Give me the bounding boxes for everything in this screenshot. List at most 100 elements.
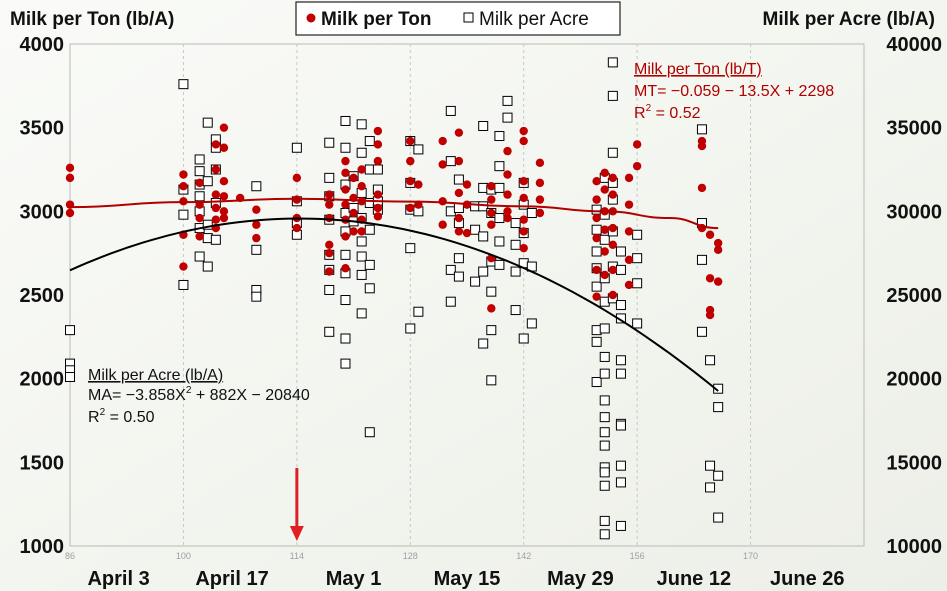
milk-per-acre-point	[615, 264, 626, 275]
milk-per-acre-point	[356, 236, 367, 247]
milk-per-acre-point	[356, 251, 367, 262]
milk-per-acre-point	[453, 271, 464, 282]
milk-per-acre-point	[486, 375, 497, 386]
milk-per-acre-point	[510, 239, 521, 250]
milk-per-ton-point	[503, 190, 512, 199]
acre-r2-sup: 2	[100, 407, 106, 418]
milk-per-acre-point	[210, 234, 221, 245]
ton-r2-letter: R	[634, 105, 646, 122]
milk-per-acre-point	[591, 281, 602, 292]
milk-per-ton-point	[519, 193, 528, 203]
milk-per-acre-point	[510, 305, 521, 316]
y-left-tick-label: 3000	[20, 201, 65, 223]
milk-per-acre-point	[599, 395, 610, 406]
y-left-tick-label: 3500	[20, 118, 65, 140]
milk-per-acre-point	[340, 249, 351, 260]
milk-per-ton-point	[373, 140, 383, 149]
milk-per-acre-point	[194, 191, 205, 202]
milk-per-acre-point	[478, 231, 489, 242]
milk-per-acre-point	[599, 351, 610, 362]
milk-per-acre-point	[324, 284, 335, 295]
right-axis-ticks: 10000 15000 20000 25000 30000 35000 40000	[886, 34, 942, 558]
ton-fit-annotation: Milk per Ton (lb/T) MT= −0.059 − 13.5X +…	[634, 61, 834, 122]
milk-per-acre-point	[324, 137, 335, 148]
milk-per-acre-point	[705, 482, 716, 493]
milk-per-acre-point	[324, 172, 335, 183]
milk-per-acre-point	[494, 213, 505, 224]
x-tick-label: 128	[403, 551, 418, 561]
milk-per-acre-point	[599, 480, 610, 491]
milk-per-acre-point	[510, 218, 521, 229]
milk-per-acre-point	[470, 224, 481, 235]
acre-fit-r2: R2 = 0.50	[88, 407, 155, 426]
milk-per-ton-point	[624, 227, 634, 236]
ton-fit-title: Milk per Ton (lb/T)	[634, 61, 762, 78]
milk-per-ton-point	[608, 240, 618, 249]
milk-per-ton-point	[535, 195, 545, 204]
milk-per-ton-point	[219, 207, 229, 216]
milk-per-acre-point	[251, 244, 262, 255]
milk-per-ton-point	[519, 126, 528, 136]
legend-box	[295, 1, 621, 36]
milk-per-ton-point	[357, 165, 366, 174]
milk-per-acre-point	[364, 224, 375, 235]
milk-per-ton-point	[519, 243, 528, 253]
legend-marker-milk-per-acre	[463, 12, 474, 23]
milk-per-acre-point	[615, 300, 626, 311]
milk-per-acre-point	[599, 440, 610, 451]
milk-per-acre-point	[696, 326, 707, 337]
milk-per-acre-point	[502, 112, 513, 123]
milk-per-ton-point	[252, 220, 261, 229]
acre-fit-annotation: Milk per Acre (lb/A) MA= −3.858X2 + 882X…	[88, 367, 310, 426]
milk-per-acre-point	[713, 512, 724, 523]
milk-per-ton-point	[503, 146, 512, 156]
milk-per-ton-point	[600, 185, 609, 194]
milk-per-acre-point	[178, 79, 189, 90]
milk-per-acre-point	[494, 236, 505, 247]
y-right-tick-label: 25000	[886, 285, 942, 307]
milk-per-acre-point	[494, 182, 505, 193]
milk-per-acre-point	[202, 117, 213, 128]
milk-per-acre-point	[591, 377, 602, 388]
milk-per-acre-point	[340, 295, 351, 306]
milk-per-acre-point	[445, 264, 456, 275]
milk-per-acre-point	[178, 279, 189, 290]
acre-r2-letter: R	[88, 409, 100, 426]
milk-per-ton-point	[341, 264, 350, 273]
y-left-tick-label: 1000	[20, 536, 65, 558]
milk-per-ton-point	[195, 213, 204, 223]
milk-per-ton-point	[624, 173, 634, 183]
milk-per-acre-point	[364, 427, 375, 438]
milk-per-acre-point	[607, 147, 618, 158]
y-right-tick-label: 40000	[886, 34, 942, 56]
milk-per-acre-point	[632, 278, 643, 289]
date-label: April 3	[87, 568, 149, 590]
milk-per-ton-point	[406, 156, 415, 166]
milk-per-ton-point	[211, 165, 221, 174]
milk-per-ton-point	[325, 240, 334, 249]
milk-per-acre-point	[356, 269, 367, 280]
milk-per-acre-point	[615, 460, 626, 471]
milk-per-acre-point	[599, 323, 610, 334]
milk-per-acre-point	[591, 224, 602, 235]
milk-per-acre-point	[632, 229, 643, 240]
milk-per-ton-point	[373, 212, 383, 221]
milk-per-ton-point	[487, 195, 496, 204]
milk-per-acre-point	[486, 286, 497, 297]
milk-per-acre-point	[502, 95, 513, 106]
ton-fit-equation: MT= −0.059 − 13.5X + 2298	[634, 83, 834, 100]
acre-eq-pre: MA= −3.858X	[88, 387, 186, 404]
milk-per-ton-point	[454, 227, 464, 236]
milk-per-ton-point	[219, 213, 229, 223]
milk-per-acre-point	[194, 166, 205, 177]
milk-per-ton-point	[341, 232, 350, 241]
milk-per-ton-point	[349, 208, 358, 218]
legend-label-milk-per-ton: Milk per Ton	[321, 9, 431, 30]
milk-per-acre-point	[591, 246, 602, 257]
milk-per-ton-point	[487, 208, 496, 218]
acre-fit-equation: MA= −3.858X2 + 882X − 20840	[88, 385, 310, 404]
milk-per-acre-point	[599, 467, 610, 478]
milk-per-acre-point	[65, 371, 75, 382]
milk-per-ton-point	[624, 200, 634, 209]
